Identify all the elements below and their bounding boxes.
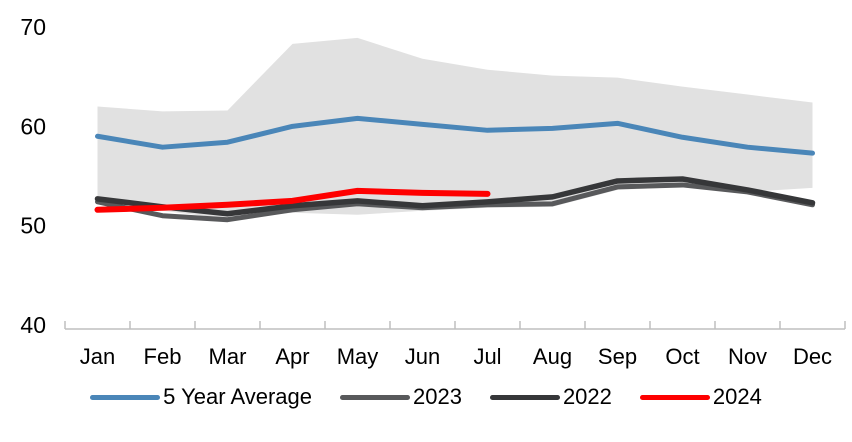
- series-lines: [94, 115, 816, 223]
- x-tick-label: Feb: [144, 344, 182, 369]
- y-tick-label: 50: [20, 213, 46, 239]
- x-tick-label: Dec: [793, 344, 832, 369]
- x-axis: [64, 321, 846, 330]
- legend-item-2024: 2024: [639, 384, 762, 410]
- legend-label-2022: 2022: [562, 384, 612, 409]
- x-tick-label: Oct: [665, 344, 699, 369]
- x-tick-label: Jul: [473, 344, 501, 369]
- y-axis-labels: 40 50 60 70: [20, 14, 46, 338]
- x-tick-label: Jun: [405, 344, 440, 369]
- y-tick-label: 40: [20, 312, 46, 338]
- legend-item-5-year-average: 5 Year Average: [90, 384, 312, 410]
- legend: 5 Year Average 2023 2022 2024: [0, 384, 852, 410]
- x-tick-label: May: [337, 344, 379, 369]
- x-tick-label: Mar: [209, 344, 247, 369]
- legend-label-2024: 2024: [712, 384, 762, 409]
- x-tick-label: Jan: [80, 344, 115, 369]
- x-tick-label: Nov: [728, 344, 767, 369]
- x-tick-label: Aug: [533, 344, 572, 369]
- x-axis-labels: Jan Feb Mar Apr May Jun Jul Aug Sep Oct Nov Dec: [80, 344, 832, 369]
- legend-swatch-2022: [489, 394, 560, 400]
- y-tick-label: 60: [20, 113, 46, 139]
- x-tick-label: Sep: [598, 344, 637, 369]
- legend-swatch-2024: [639, 394, 710, 400]
- legend-item-2023: 2023: [339, 384, 462, 410]
- legend-label-2023: 2023: [412, 384, 462, 409]
- x-tick-label: Apr: [275, 344, 309, 369]
- legend-swatch-2023: [339, 394, 410, 400]
- legend-swatch-5-year-average: [90, 394, 161, 400]
- y-tick-label: 70: [20, 14, 46, 40]
- legend-label-5-year-average: 5 Year Average: [163, 384, 312, 409]
- legend-item-2022: 2022: [489, 384, 612, 410]
